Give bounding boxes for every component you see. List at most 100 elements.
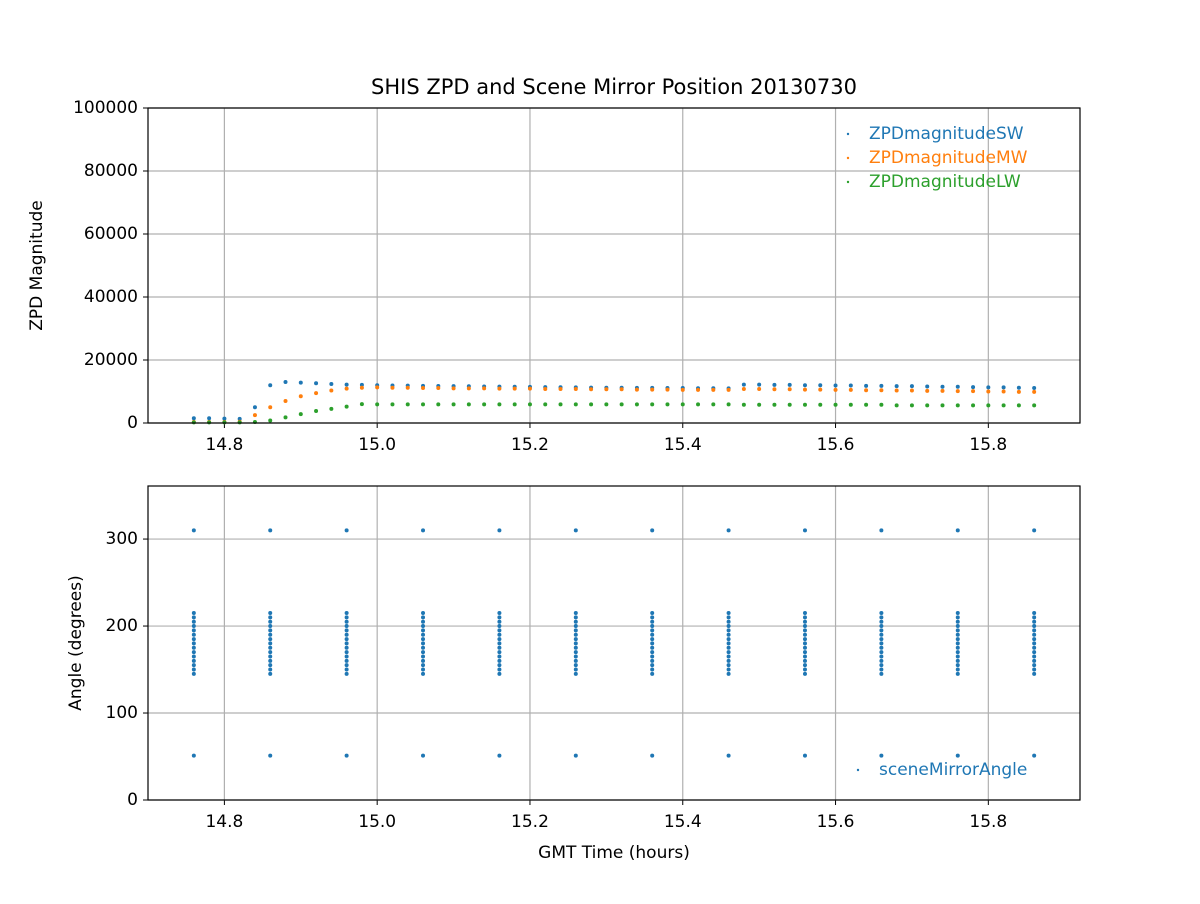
point xyxy=(619,387,624,392)
point xyxy=(879,650,884,655)
point xyxy=(879,645,884,650)
point xyxy=(940,403,945,408)
legend-label: ZPDmagnitudeMW xyxy=(869,148,1028,168)
point xyxy=(344,650,349,655)
point xyxy=(787,387,792,392)
point xyxy=(436,402,441,407)
point xyxy=(359,385,364,390)
point xyxy=(1032,624,1037,629)
point xyxy=(421,753,426,758)
point xyxy=(848,402,853,407)
point xyxy=(268,418,273,423)
point xyxy=(1032,619,1037,624)
point xyxy=(726,658,731,663)
y-tick-label: 100000 xyxy=(73,98,138,118)
point xyxy=(344,667,349,672)
x-axis-label: GMT Time (hours) xyxy=(538,843,690,863)
point xyxy=(971,385,976,390)
point xyxy=(375,402,380,407)
point xyxy=(283,380,288,385)
point xyxy=(879,667,884,672)
point xyxy=(650,637,655,642)
point xyxy=(818,383,823,388)
point xyxy=(726,753,731,758)
point xyxy=(955,637,960,642)
point xyxy=(268,641,273,646)
point xyxy=(955,641,960,646)
point xyxy=(634,387,639,392)
point xyxy=(726,628,731,633)
point xyxy=(589,402,594,407)
y-tick-label: 20000 xyxy=(84,350,138,370)
point xyxy=(405,385,410,390)
point xyxy=(191,632,196,637)
point xyxy=(268,405,273,410)
point xyxy=(757,382,762,387)
point xyxy=(573,628,578,633)
point xyxy=(925,384,930,389)
point xyxy=(818,387,823,392)
point xyxy=(802,753,807,758)
point xyxy=(955,628,960,633)
x-tick-label: 15.6 xyxy=(817,812,855,832)
point xyxy=(1032,654,1037,659)
point xyxy=(1032,632,1037,637)
point xyxy=(421,650,426,655)
point xyxy=(879,528,884,533)
y-axis-label: Angle (degrees) xyxy=(66,575,86,710)
point xyxy=(787,402,792,407)
point xyxy=(848,387,853,392)
point xyxy=(1032,671,1037,676)
point xyxy=(573,402,578,407)
point xyxy=(879,610,884,615)
point xyxy=(726,667,731,672)
point xyxy=(879,388,884,393)
point xyxy=(421,615,426,620)
point xyxy=(283,415,288,420)
point xyxy=(222,416,227,421)
point xyxy=(573,667,578,672)
point xyxy=(191,624,196,629)
point xyxy=(1032,615,1037,620)
point xyxy=(650,654,655,659)
point xyxy=(1032,663,1037,668)
point xyxy=(451,402,456,407)
point xyxy=(344,528,349,533)
point xyxy=(879,654,884,659)
point xyxy=(191,637,196,642)
point xyxy=(421,610,426,615)
point xyxy=(421,658,426,663)
point xyxy=(1032,650,1037,655)
point xyxy=(344,382,349,387)
point xyxy=(650,632,655,637)
point xyxy=(344,671,349,676)
point xyxy=(298,412,303,417)
point xyxy=(772,387,777,392)
point xyxy=(222,420,227,425)
point xyxy=(726,654,731,659)
point xyxy=(879,628,884,633)
point xyxy=(497,386,502,391)
point xyxy=(802,658,807,663)
point xyxy=(268,619,273,624)
point xyxy=(558,386,563,391)
point xyxy=(573,632,578,637)
legend-marker xyxy=(856,768,860,772)
x-tick-label: 14.8 xyxy=(205,435,243,455)
point xyxy=(650,628,655,633)
point xyxy=(726,641,731,646)
point xyxy=(314,391,319,396)
point xyxy=(802,667,807,672)
point xyxy=(497,402,502,407)
point xyxy=(344,404,349,409)
point xyxy=(191,658,196,663)
point xyxy=(344,663,349,668)
point xyxy=(955,667,960,672)
point xyxy=(940,388,945,393)
point xyxy=(497,528,502,533)
point xyxy=(421,645,426,650)
point xyxy=(726,610,731,615)
point xyxy=(298,394,303,399)
point xyxy=(726,624,731,629)
